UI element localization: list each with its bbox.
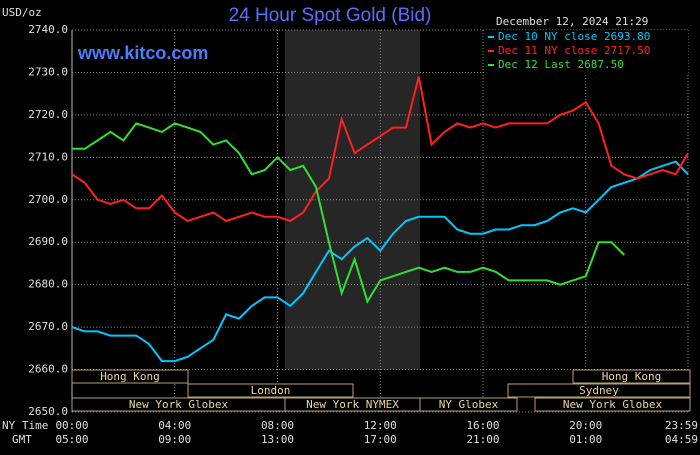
series-line bbox=[72, 122, 626, 305]
session-bar bbox=[419, 397, 518, 412]
x-tick-label: 08:00 bbox=[261, 419, 294, 432]
y-tick-label: 2730.0 bbox=[28, 65, 68, 78]
y-tick-label: 2680.0 bbox=[28, 278, 68, 291]
x2-tick-label: 21:00 bbox=[466, 433, 499, 446]
legend-label: Dec 10 NY close 2693.80 bbox=[498, 30, 650, 43]
y-tick-label: 2650.0 bbox=[28, 405, 68, 418]
session-bar bbox=[507, 383, 691, 398]
timestamp: December 12, 2024 21:29 bbox=[496, 15, 648, 28]
session-bar bbox=[572, 369, 691, 384]
x-tick-label: 23:59 bbox=[665, 419, 698, 432]
x2-label: GMT bbox=[12, 433, 32, 446]
x2-tick-label: 01:00 bbox=[569, 433, 602, 446]
y-tick-label: 2670.0 bbox=[28, 320, 68, 333]
series-line bbox=[71, 76, 689, 223]
source: www.kitco.com bbox=[77, 43, 208, 63]
y-tick-label: 2660.0 bbox=[28, 363, 68, 376]
session-label: New York Globex bbox=[129, 398, 229, 411]
session-bar bbox=[71, 369, 189, 384]
x-tick-label: 04:00 bbox=[158, 419, 191, 432]
x2-tick-label: 17:00 bbox=[364, 433, 397, 446]
y-tick-label: 2690.0 bbox=[28, 235, 68, 248]
legend-label: Dec 11 NY close 2717.50 bbox=[498, 44, 650, 57]
x2-tick-label: 04:59 bbox=[665, 433, 698, 446]
session-label: Hong Kong bbox=[100, 370, 160, 383]
y-tick-label: 2740.0 bbox=[28, 23, 68, 36]
x-tick-label: 16:00 bbox=[466, 419, 499, 432]
nymex-shade bbox=[285, 30, 420, 370]
x-label: NY Time bbox=[2, 419, 48, 432]
legend-box bbox=[484, 30, 688, 74]
session-label: London bbox=[251, 384, 291, 397]
x2-tick-label: 05:00 bbox=[55, 433, 88, 446]
session-bar bbox=[187, 383, 354, 398]
y-tick-label: 2710.0 bbox=[28, 150, 68, 163]
session-label: New York Globex bbox=[563, 398, 663, 411]
series-line bbox=[71, 160, 689, 363]
legend-label: Dec 12 Last 2687.50 bbox=[498, 58, 624, 71]
session-label: NY Globex bbox=[439, 398, 499, 411]
y-tick-label: 2700.0 bbox=[28, 193, 68, 206]
session-label: New York NYMEX bbox=[306, 398, 399, 411]
session-label: Hong Kong bbox=[602, 370, 662, 383]
x-tick-label: 20:00 bbox=[569, 419, 602, 432]
chart-title: 24 Hour Spot Gold (Bid) bbox=[229, 5, 432, 26]
y-tick-label: 2720.0 bbox=[28, 108, 68, 121]
session-bar bbox=[534, 397, 691, 412]
x-tick-label: 12:00 bbox=[364, 419, 397, 432]
session-label: Sydney bbox=[579, 384, 619, 397]
x2-tick-label: 09:00 bbox=[158, 433, 191, 446]
y-unit: USD/oz bbox=[2, 6, 42, 19]
x2-tick-label: 13:00 bbox=[261, 433, 294, 446]
x-tick-label: 00:00 bbox=[55, 419, 88, 432]
